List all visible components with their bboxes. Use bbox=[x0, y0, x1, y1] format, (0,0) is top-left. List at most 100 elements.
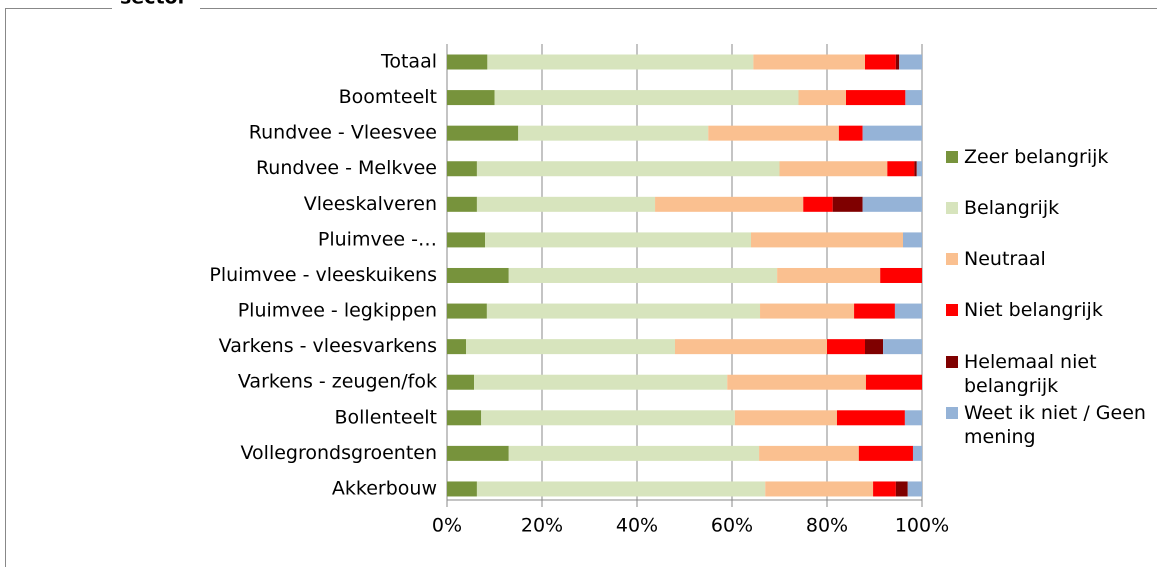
y-tick-label: Pluimvee - legkippen bbox=[238, 300, 437, 322]
bar-segment bbox=[803, 196, 833, 212]
bar-segment bbox=[508, 445, 760, 461]
legend-label: Niet belangrijk bbox=[964, 299, 1103, 321]
bar-segment bbox=[447, 445, 509, 461]
bar-segment bbox=[899, 54, 922, 70]
bar-segment bbox=[907, 481, 922, 497]
legend-label: Zeer belangrijk bbox=[964, 146, 1109, 168]
bar-segment bbox=[865, 54, 896, 70]
y-tick-label: Pluimvee -… bbox=[318, 228, 437, 250]
bar-segment bbox=[883, 339, 922, 355]
y-tick-label: Akkerbouw bbox=[332, 477, 437, 499]
legend-label: Helemaal niet belangrijk bbox=[964, 351, 1097, 397]
bar-segment bbox=[887, 161, 915, 177]
bar-segment bbox=[518, 125, 709, 141]
bar-segment bbox=[675, 339, 827, 355]
bar-segment bbox=[476, 481, 766, 497]
y-tick-label: Pluimvee - vleeskuikens bbox=[209, 264, 437, 286]
bar-segment bbox=[447, 481, 477, 497]
legend-label: Belangrijk bbox=[964, 197, 1060, 219]
legend-label: Weet ik niet / Geen mening bbox=[964, 402, 1146, 448]
bar-segment bbox=[894, 303, 922, 319]
bar-segment bbox=[447, 196, 477, 212]
bar-segment bbox=[904, 410, 922, 426]
bar-segment bbox=[708, 125, 839, 141]
legend-swatch bbox=[946, 151, 958, 163]
legend-swatch bbox=[946, 253, 958, 265]
bar-segment bbox=[481, 410, 735, 426]
bar-segment bbox=[447, 339, 466, 355]
x-tick-label: 80% bbox=[806, 515, 848, 537]
y-tick-label: Rundvee - Vleesvee bbox=[249, 122, 437, 144]
bar-segment bbox=[903, 232, 922, 248]
y-tick-label: Vleeskalveren bbox=[304, 193, 437, 215]
bar-segment bbox=[895, 54, 900, 70]
bar-segment bbox=[854, 303, 895, 319]
bar-segment bbox=[905, 90, 922, 106]
bar-segment bbox=[880, 267, 922, 283]
bar-segment bbox=[779, 161, 888, 177]
chart-title: sector bbox=[120, 0, 188, 9]
bar-segment bbox=[765, 481, 874, 497]
bar-segment bbox=[508, 267, 778, 283]
bar-segment bbox=[777, 267, 881, 283]
bar-segment bbox=[447, 303, 487, 319]
y-tick-label: Varkens - zeugen/fok bbox=[238, 371, 437, 393]
bar-segment bbox=[494, 90, 799, 106]
bar-segment bbox=[734, 410, 837, 426]
bar-segment bbox=[914, 161, 917, 177]
y-tick-label: Varkens - vleesvarkens bbox=[219, 335, 437, 357]
bar-segment bbox=[447, 125, 519, 141]
legend-label: Neutraal bbox=[964, 248, 1046, 270]
bar-segment bbox=[751, 232, 903, 248]
bar-segment bbox=[466, 339, 675, 355]
y-tick-label: Rundvee - Melkvee bbox=[256, 157, 437, 179]
legend-swatch bbox=[946, 356, 958, 368]
bar-segment bbox=[447, 267, 509, 283]
y-tick-label: Boomteelt bbox=[339, 86, 437, 108]
bar-segment bbox=[760, 303, 855, 319]
bar-segment bbox=[836, 410, 905, 426]
bar-segment bbox=[838, 125, 863, 141]
y-tick-label: Totaal bbox=[380, 51, 437, 73]
x-tick-label: 0% bbox=[432, 515, 462, 537]
legend-swatch bbox=[946, 202, 958, 214]
bar-segment bbox=[476, 161, 780, 177]
bar-segment bbox=[858, 445, 913, 461]
legend-swatch bbox=[946, 304, 958, 316]
bar-segment bbox=[447, 410, 482, 426]
bar-segment bbox=[846, 90, 906, 106]
bar-segment bbox=[485, 232, 751, 248]
legend-swatch bbox=[946, 407, 958, 419]
bar-segment bbox=[447, 232, 485, 248]
bar-segment bbox=[447, 374, 475, 390]
bar-segment bbox=[798, 90, 846, 106]
bar-segment bbox=[447, 161, 477, 177]
bar-segment bbox=[447, 54, 488, 70]
bar-segment bbox=[447, 90, 495, 106]
bar-segment bbox=[865, 374, 922, 390]
bar-segment bbox=[862, 125, 922, 141]
bar-segment bbox=[487, 54, 754, 70]
x-tick-label: 20% bbox=[521, 515, 563, 537]
bar-segment bbox=[873, 481, 896, 497]
bar-segment bbox=[759, 445, 859, 461]
bar-segment bbox=[655, 196, 804, 212]
bar-segment bbox=[916, 161, 922, 177]
x-tick-label: 60% bbox=[711, 515, 753, 537]
bar-segment bbox=[832, 196, 863, 212]
chart-frame bbox=[5, 8, 1157, 567]
bar-segment bbox=[862, 196, 922, 212]
y-tick-label: Vollegrondsgroenten bbox=[241, 442, 437, 464]
bar-segment bbox=[895, 481, 908, 497]
bar-segment bbox=[476, 196, 656, 212]
bar-segment bbox=[865, 339, 884, 355]
bar-segment bbox=[486, 303, 761, 319]
bar-segment bbox=[727, 374, 866, 390]
x-tick-label: 100% bbox=[895, 515, 949, 537]
bar-segment bbox=[912, 445, 922, 461]
bar-segment bbox=[753, 54, 865, 70]
bar-segment bbox=[474, 374, 728, 390]
bar-segment bbox=[827, 339, 865, 355]
